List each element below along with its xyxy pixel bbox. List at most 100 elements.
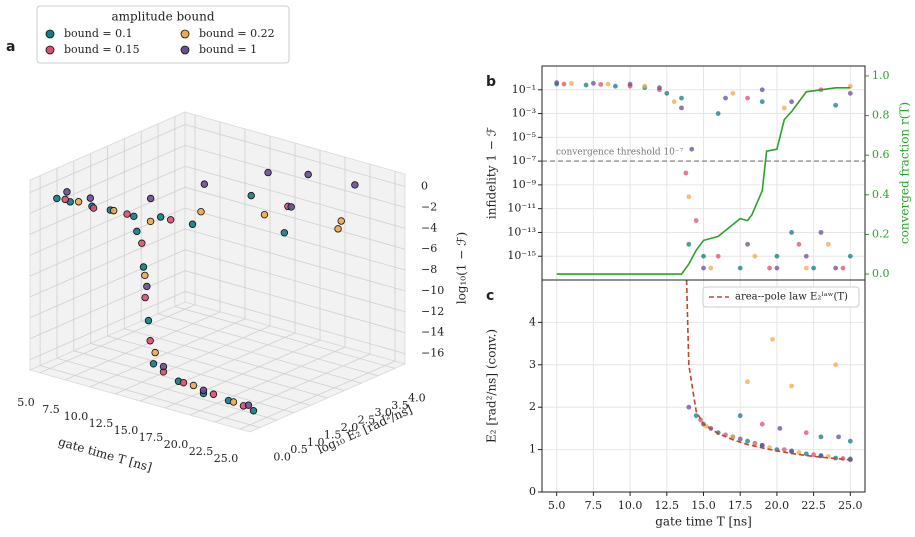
point [141,271,149,280]
point [689,146,695,152]
point [605,81,611,87]
point [686,194,692,200]
y-tick-label: 3.0 [374,406,392,419]
grid-line [90,153,311,406]
y-tick-label: 4 [529,315,536,328]
y2-tick-label: 0.6 [872,148,890,161]
point [693,218,699,223]
legend-marker [180,29,190,39]
point [759,99,765,105]
grid-line [123,138,345,391]
x-tick-label: 25.0 [838,499,863,512]
point [737,413,743,419]
point [151,348,159,357]
grid-line [89,128,246,388]
point [847,253,853,259]
point [745,379,750,385]
point [159,362,168,371]
grid-line [39,114,196,374]
frame [541,279,866,493]
point [737,265,743,271]
point [836,434,841,440]
point [752,440,758,446]
line [685,279,851,461]
point [671,99,677,105]
point [818,230,824,235]
point [789,230,794,235]
point [789,448,794,454]
x-tick-label: 17.5 [139,431,164,444]
grid-line [239,171,396,430]
point [280,229,289,237]
point [777,426,783,431]
x-tick-label: 15.0 [691,499,716,512]
point [796,450,802,455]
grid-line [29,144,406,214]
z-tick-label: −12 [421,305,444,318]
point [166,216,175,224]
point [708,265,714,271]
point [146,194,155,203]
point [770,336,775,342]
grid-line [29,270,406,340]
point [200,180,209,188]
point [679,105,684,111]
point [686,404,692,410]
y-tick-label: 2.0 [341,421,359,434]
point [337,217,345,225]
point [789,99,794,105]
point [730,90,736,96]
point [189,381,198,390]
grid-line [189,157,346,416]
point [811,265,817,271]
y-tick-label: 4.0 [408,391,426,404]
point [730,434,736,440]
y-tick-label: 10⁻³ [512,107,536,120]
y-axis-label: infidelity 1 − ℱ [485,126,499,219]
x-tick-label: 22.5 [189,445,214,458]
point [840,265,846,271]
point [723,95,728,101]
legend-box [702,286,860,308]
point [568,80,574,86]
y-tick-label: 10⁻⁵ [512,130,536,143]
grid-line [164,150,321,409]
y2-tick-label: 0.8 [872,109,890,122]
point [63,188,71,196]
y-tick-label: 10⁻¹¹ [507,202,536,215]
grid-line [29,186,406,256]
point [74,198,83,206]
point [752,253,758,259]
x-axis-label: gate time T [ns] [655,515,752,529]
x-tick-label: 20.0 [765,499,790,512]
x-tick-label: 5.0 [548,499,566,512]
point [149,360,158,368]
point [833,265,839,271]
y-tick-label: 10⁻⁷ [512,154,537,167]
x-tick-label: 10.0 [618,499,643,512]
panel-label: c [486,288,494,304]
point [774,265,780,271]
point [796,241,802,247]
point [590,80,596,86]
point [781,105,787,111]
grid-line [29,165,406,235]
y2-tick-label: 0.4 [872,188,890,201]
point [847,457,853,463]
point [657,85,662,91]
point [664,90,670,96]
grid-line [29,124,406,193]
point [789,383,794,389]
legend-label: bound = 0.15 [64,43,140,56]
point [53,194,61,203]
x-tick-label: 10.0 [64,410,89,423]
legend-label: area--pole law E₂ˡᵃʷ(T) [735,292,848,303]
point [123,210,131,218]
grid-line [56,168,278,421]
z-tick-label: 0 [421,180,428,193]
point [781,447,787,452]
y-tick-label: 0.5 [290,443,308,456]
line [556,87,851,275]
point [146,217,155,226]
point [179,378,188,387]
